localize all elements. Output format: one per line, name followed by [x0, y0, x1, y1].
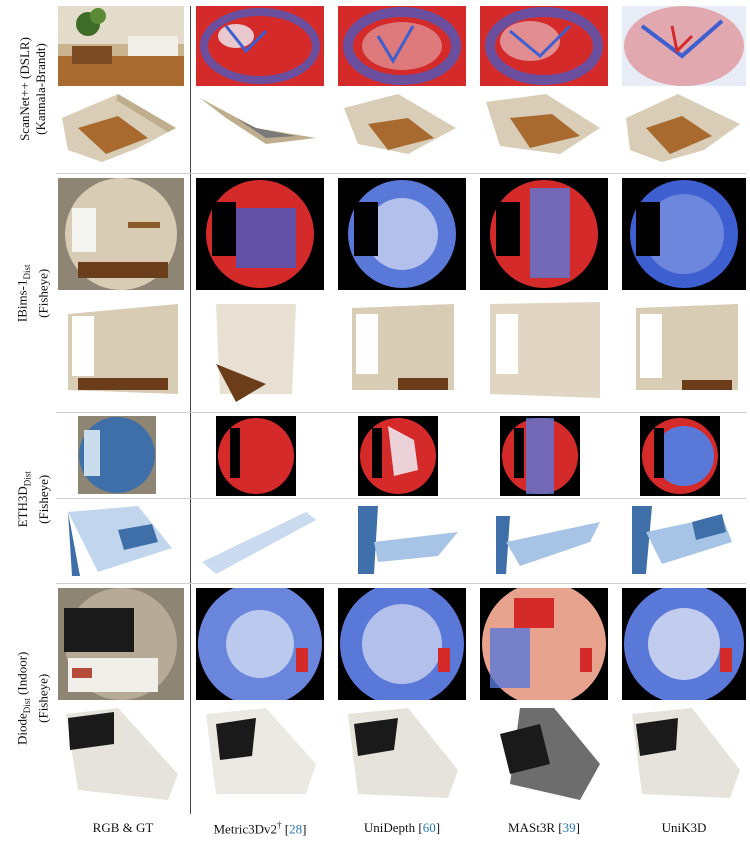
scannet-metric3d-error	[196, 6, 324, 86]
scannet-unik3d-pointcloud	[622, 88, 746, 168]
diode-unidepth-error	[338, 588, 466, 700]
eth3d-unik3d-error	[640, 416, 720, 496]
scannet-metric3d-pointcloud	[196, 88, 324, 168]
scannet-unidepth-error	[338, 6, 466, 86]
diode-mast3r-error	[480, 588, 608, 700]
diode-metric3d-error	[196, 588, 324, 700]
scannet-mast3r-error	[480, 6, 608, 86]
eth3d-rgb-image	[78, 416, 156, 494]
eth3d-unidepth-error	[358, 416, 438, 496]
ibims-unidepth-error	[338, 178, 466, 290]
row-divider	[56, 173, 746, 174]
ibims-unidepth-pointcloud	[338, 294, 466, 406]
row-label-diode: DiodeDist (Indoor) (Fisheye)	[14, 651, 51, 746]
column-label-mast3r: MASt3R [39]	[508, 820, 580, 835]
eth3d-mast3r-pointcloud	[480, 502, 608, 580]
ibims-metric3d-pointcloud	[196, 294, 324, 406]
eth3d-metric3d-error	[216, 416, 296, 496]
column-label-metric3d: Metric3Dv2† [28]	[213, 820, 307, 837]
ibims-gt-pointcloud	[58, 294, 184, 406]
scannet-unik3d-error	[622, 6, 746, 86]
diode-gt-pointcloud	[58, 704, 184, 810]
ibims-unik3d-pointcloud	[622, 294, 746, 406]
ibims-rgb-image	[58, 178, 184, 290]
diode-rgb-image	[58, 588, 184, 700]
eth3d-unidepth-pointcloud	[338, 502, 466, 580]
ibims-mast3r-error	[480, 178, 608, 290]
diode-mast3r-pointcloud	[480, 704, 608, 810]
column-label-unik3d: UniK3D	[661, 820, 707, 835]
scannet-gt-pointcloud	[58, 88, 184, 168]
column-label-unidepth: UniDepth [60]	[363, 820, 441, 835]
scannet-rgb-image	[58, 6, 184, 86]
scannet-unidepth-pointcloud	[338, 88, 466, 168]
ibims-unik3d-error	[622, 178, 746, 290]
row-label-eth3d: ETH3DDist (Fisheye)	[14, 470, 51, 528]
row-label-ibims: IBims-1Dist (Fisheye)	[14, 264, 51, 322]
diode-unik3d-error	[622, 588, 746, 700]
eth3d-unik3d-pointcloud	[622, 502, 746, 580]
row-divider	[56, 412, 746, 413]
diode-metric3d-pointcloud	[196, 704, 324, 810]
diode-unidepth-pointcloud	[338, 704, 466, 810]
eth3d-mast3r-error	[500, 416, 580, 496]
eth3d-metric3d-pointcloud	[196, 502, 324, 580]
diode-unik3d-pointcloud	[622, 704, 746, 810]
row-divider	[56, 583, 746, 584]
row-label-scannet: ScanNet++ (DSLR) (Kannala-Brandt)	[17, 36, 48, 141]
column-label-rgb-gt: RGB & GT	[92, 820, 154, 835]
row-divider	[56, 498, 746, 499]
scannet-mast3r-pointcloud	[480, 88, 608, 168]
ibims-metric3d-error	[196, 178, 324, 290]
column-divider	[190, 6, 191, 814]
ibims-mast3r-pointcloud	[480, 294, 608, 406]
eth3d-gt-pointcloud	[58, 502, 184, 580]
